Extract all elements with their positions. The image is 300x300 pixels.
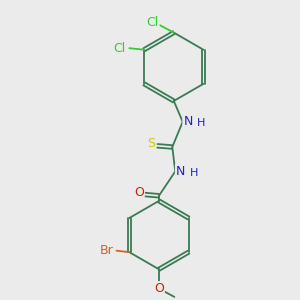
Text: Br: Br — [99, 244, 113, 257]
Text: H: H — [190, 168, 198, 178]
Text: H: H — [197, 118, 205, 128]
Text: N: N — [183, 115, 193, 128]
Text: N: N — [176, 165, 185, 178]
Text: Cl: Cl — [114, 42, 126, 55]
Text: S: S — [147, 137, 155, 150]
Text: Cl: Cl — [146, 16, 158, 29]
Text: O: O — [154, 282, 164, 295]
Text: O: O — [134, 186, 144, 199]
